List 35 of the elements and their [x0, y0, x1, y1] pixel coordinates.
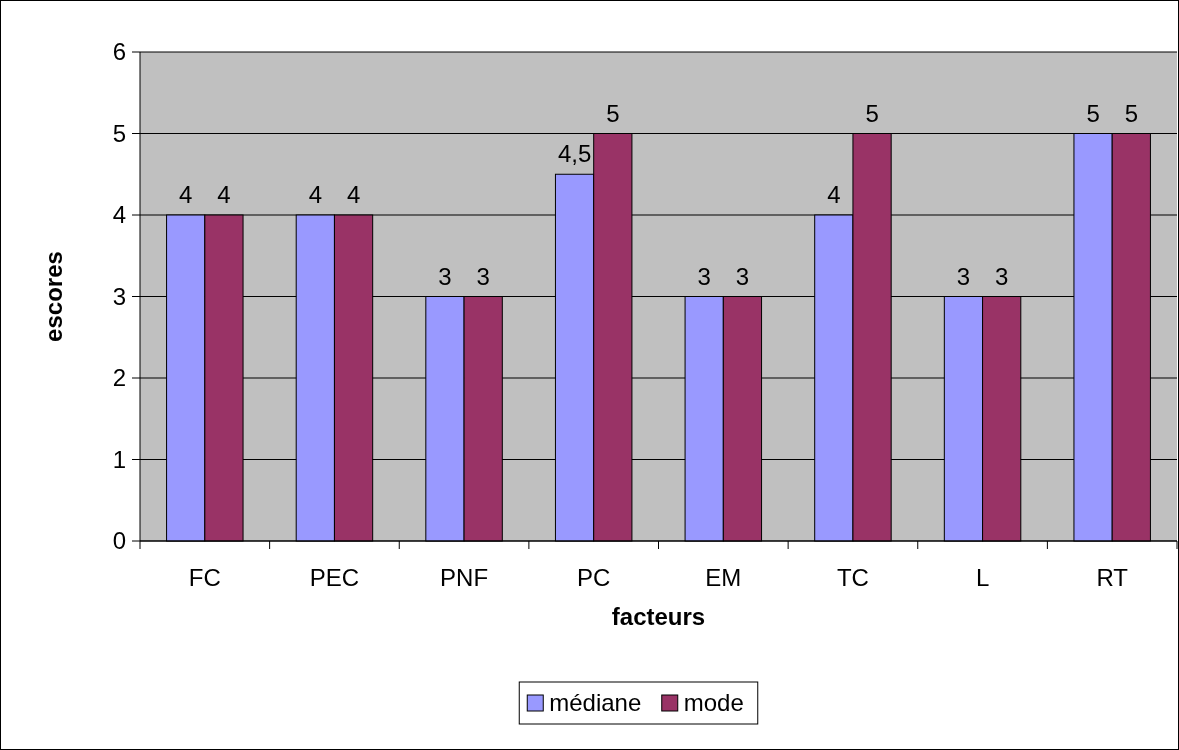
data-label: 3: [956, 262, 971, 290]
x-tick-label: PC: [577, 564, 611, 591]
y-tick-label: 4: [112, 201, 126, 229]
data-label: 4: [179, 181, 193, 208]
y-tick-label: 6: [112, 38, 126, 66]
x-tick-label: RT: [1096, 564, 1129, 591]
x-tick-label: FC: [188, 564, 221, 591]
x-tick-label: TC: [836, 564, 869, 591]
data-label: 4: [827, 181, 841, 208]
data-label: 3: [995, 262, 1009, 290]
y-tick-label: 3: [112, 282, 126, 310]
data-label: 3: [438, 262, 452, 290]
x-tick-label: PEC: [309, 564, 360, 591]
data-label: 5: [606, 99, 620, 127]
x-axis-title: facteurs: [611, 603, 706, 630]
legend-label: médiane: [549, 689, 642, 717]
data-label: 3: [476, 262, 490, 290]
x-tick-label: PNF: [440, 564, 489, 591]
data-label: 5: [865, 99, 879, 127]
data-label: 5: [1086, 99, 1100, 127]
data-label: 4: [308, 181, 322, 208]
y-axis-title: escores: [40, 251, 67, 342]
y-tick-label: 2: [112, 364, 126, 392]
x-tick-label: EM: [705, 564, 742, 591]
y-tick-label: 0: [112, 527, 126, 555]
data-label: 3: [697, 262, 711, 290]
data-label: 4: [217, 181, 231, 208]
data-label: 5: [1124, 99, 1138, 127]
data-label: 4: [346, 181, 361, 208]
data-label: 4,5: [557, 140, 592, 168]
data-label: 3: [735, 262, 750, 290]
x-tick-label: L: [975, 564, 990, 591]
y-tick-label: 5: [112, 119, 126, 147]
legend-label: mode: [683, 689, 744, 717]
y-tick-label: 1: [112, 445, 126, 473]
